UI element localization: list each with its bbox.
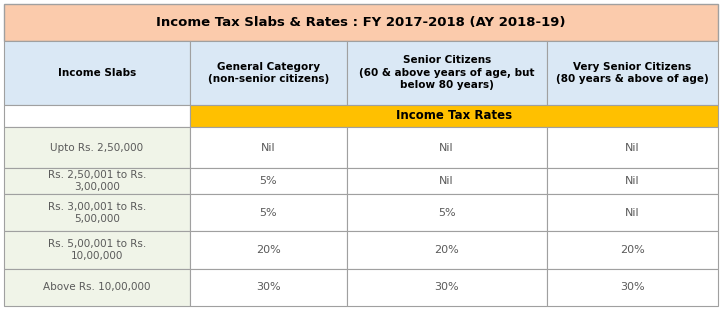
Text: 5%: 5% bbox=[259, 176, 277, 186]
Bar bbox=[347, 232, 547, 268]
Bar bbox=[347, 195, 547, 232]
Bar bbox=[547, 232, 718, 268]
Text: 20%: 20% bbox=[620, 245, 645, 255]
Bar bbox=[190, 104, 718, 127]
Text: Nil: Nil bbox=[261, 143, 276, 153]
Text: Nil: Nil bbox=[625, 208, 640, 218]
Bar bbox=[4, 232, 190, 268]
Bar bbox=[190, 41, 347, 104]
Bar bbox=[4, 127, 190, 168]
Text: 30%: 30% bbox=[256, 282, 280, 292]
Text: 20%: 20% bbox=[435, 245, 459, 255]
Bar bbox=[547, 41, 718, 104]
Text: Income Tax Slabs & Rates : FY 2017-2018 (AY 2018-19): Income Tax Slabs & Rates : FY 2017-2018 … bbox=[156, 16, 566, 29]
Bar bbox=[4, 4, 718, 41]
Bar bbox=[547, 127, 718, 168]
Bar bbox=[190, 268, 347, 305]
Bar bbox=[4, 41, 190, 104]
Text: 5%: 5% bbox=[259, 208, 277, 218]
Bar bbox=[190, 127, 347, 168]
Bar bbox=[547, 268, 718, 305]
Bar bbox=[347, 127, 547, 168]
Bar bbox=[4, 195, 190, 232]
Text: Income Slabs: Income Slabs bbox=[58, 68, 136, 78]
Bar bbox=[190, 232, 347, 268]
Bar bbox=[4, 268, 190, 305]
Text: Nil: Nil bbox=[440, 176, 454, 186]
Text: Nil: Nil bbox=[440, 143, 454, 153]
Bar bbox=[4, 168, 190, 195]
Text: 5%: 5% bbox=[438, 208, 456, 218]
Text: Very Senior Citizens
(80 years & above of age): Very Senior Citizens (80 years & above o… bbox=[556, 61, 709, 84]
Bar bbox=[347, 41, 547, 104]
Text: 20%: 20% bbox=[256, 245, 281, 255]
Text: Nil: Nil bbox=[625, 176, 640, 186]
Text: Senior Citizens
(60 & above years of age, but
below 80 years): Senior Citizens (60 & above years of age… bbox=[359, 55, 534, 90]
Text: Above Rs. 10,00,000: Above Rs. 10,00,000 bbox=[43, 282, 151, 292]
Bar bbox=[547, 195, 718, 232]
Text: Nil: Nil bbox=[625, 143, 640, 153]
Bar bbox=[4, 104, 190, 127]
Text: Income Tax Rates: Income Tax Rates bbox=[396, 110, 512, 123]
Text: 30%: 30% bbox=[620, 282, 645, 292]
Text: Rs. 5,00,001 to Rs.
10,00,000: Rs. 5,00,001 to Rs. 10,00,000 bbox=[48, 239, 146, 261]
Text: Rs. 2,50,001 to Rs.
3,00,000: Rs. 2,50,001 to Rs. 3,00,000 bbox=[48, 170, 146, 192]
Text: Upto Rs. 2,50,000: Upto Rs. 2,50,000 bbox=[51, 143, 144, 153]
Text: General Category
(non-senior citizens): General Category (non-senior citizens) bbox=[207, 61, 329, 84]
Bar bbox=[190, 168, 347, 195]
Text: 30%: 30% bbox=[435, 282, 459, 292]
Bar bbox=[547, 168, 718, 195]
Bar bbox=[190, 195, 347, 232]
Bar bbox=[347, 268, 547, 305]
Bar bbox=[347, 168, 547, 195]
Text: Rs. 3,00,001 to Rs.
5,00,000: Rs. 3,00,001 to Rs. 5,00,000 bbox=[48, 202, 146, 224]
